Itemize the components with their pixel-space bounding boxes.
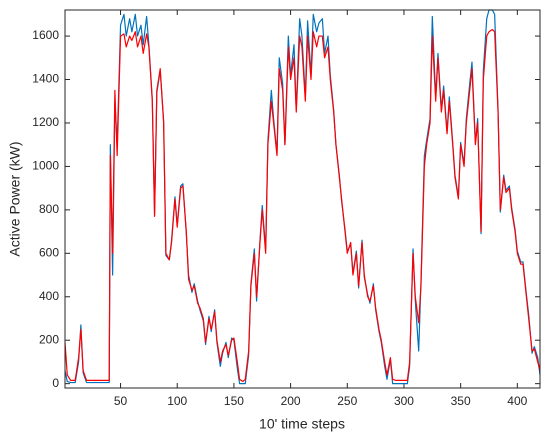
y-tick-label: 1600: [32, 28, 59, 42]
y-tick-label: 1400: [32, 72, 59, 86]
y-tick-label: 600: [39, 245, 59, 259]
y-tick-label: 200: [39, 332, 59, 346]
y-tick-label: 400: [39, 289, 59, 303]
x-tick-label: 200: [281, 394, 301, 408]
plot-frame: [64, 9, 541, 389]
x-tick-label: 350: [451, 394, 471, 408]
plot-area: [65, 10, 540, 388]
x-tick-label: 300: [394, 394, 414, 408]
y-tick-label: 1200: [32, 115, 59, 129]
y-tick-label: 0: [52, 376, 59, 390]
x-tick-label: 50: [114, 394, 128, 408]
y-tick-label: 1000: [32, 159, 59, 173]
x-tick-label: 150: [224, 394, 244, 408]
x-tick-label: 250: [337, 394, 357, 408]
x-axis-title: 10' time steps: [259, 416, 345, 432]
x-tick-label: 100: [167, 394, 187, 408]
line-series: [64, 28, 541, 383]
y-axis-title: Active Power (kW): [7, 141, 23, 256]
x-tick-label: 400: [507, 394, 527, 408]
y-tick-label: 800: [39, 202, 59, 216]
